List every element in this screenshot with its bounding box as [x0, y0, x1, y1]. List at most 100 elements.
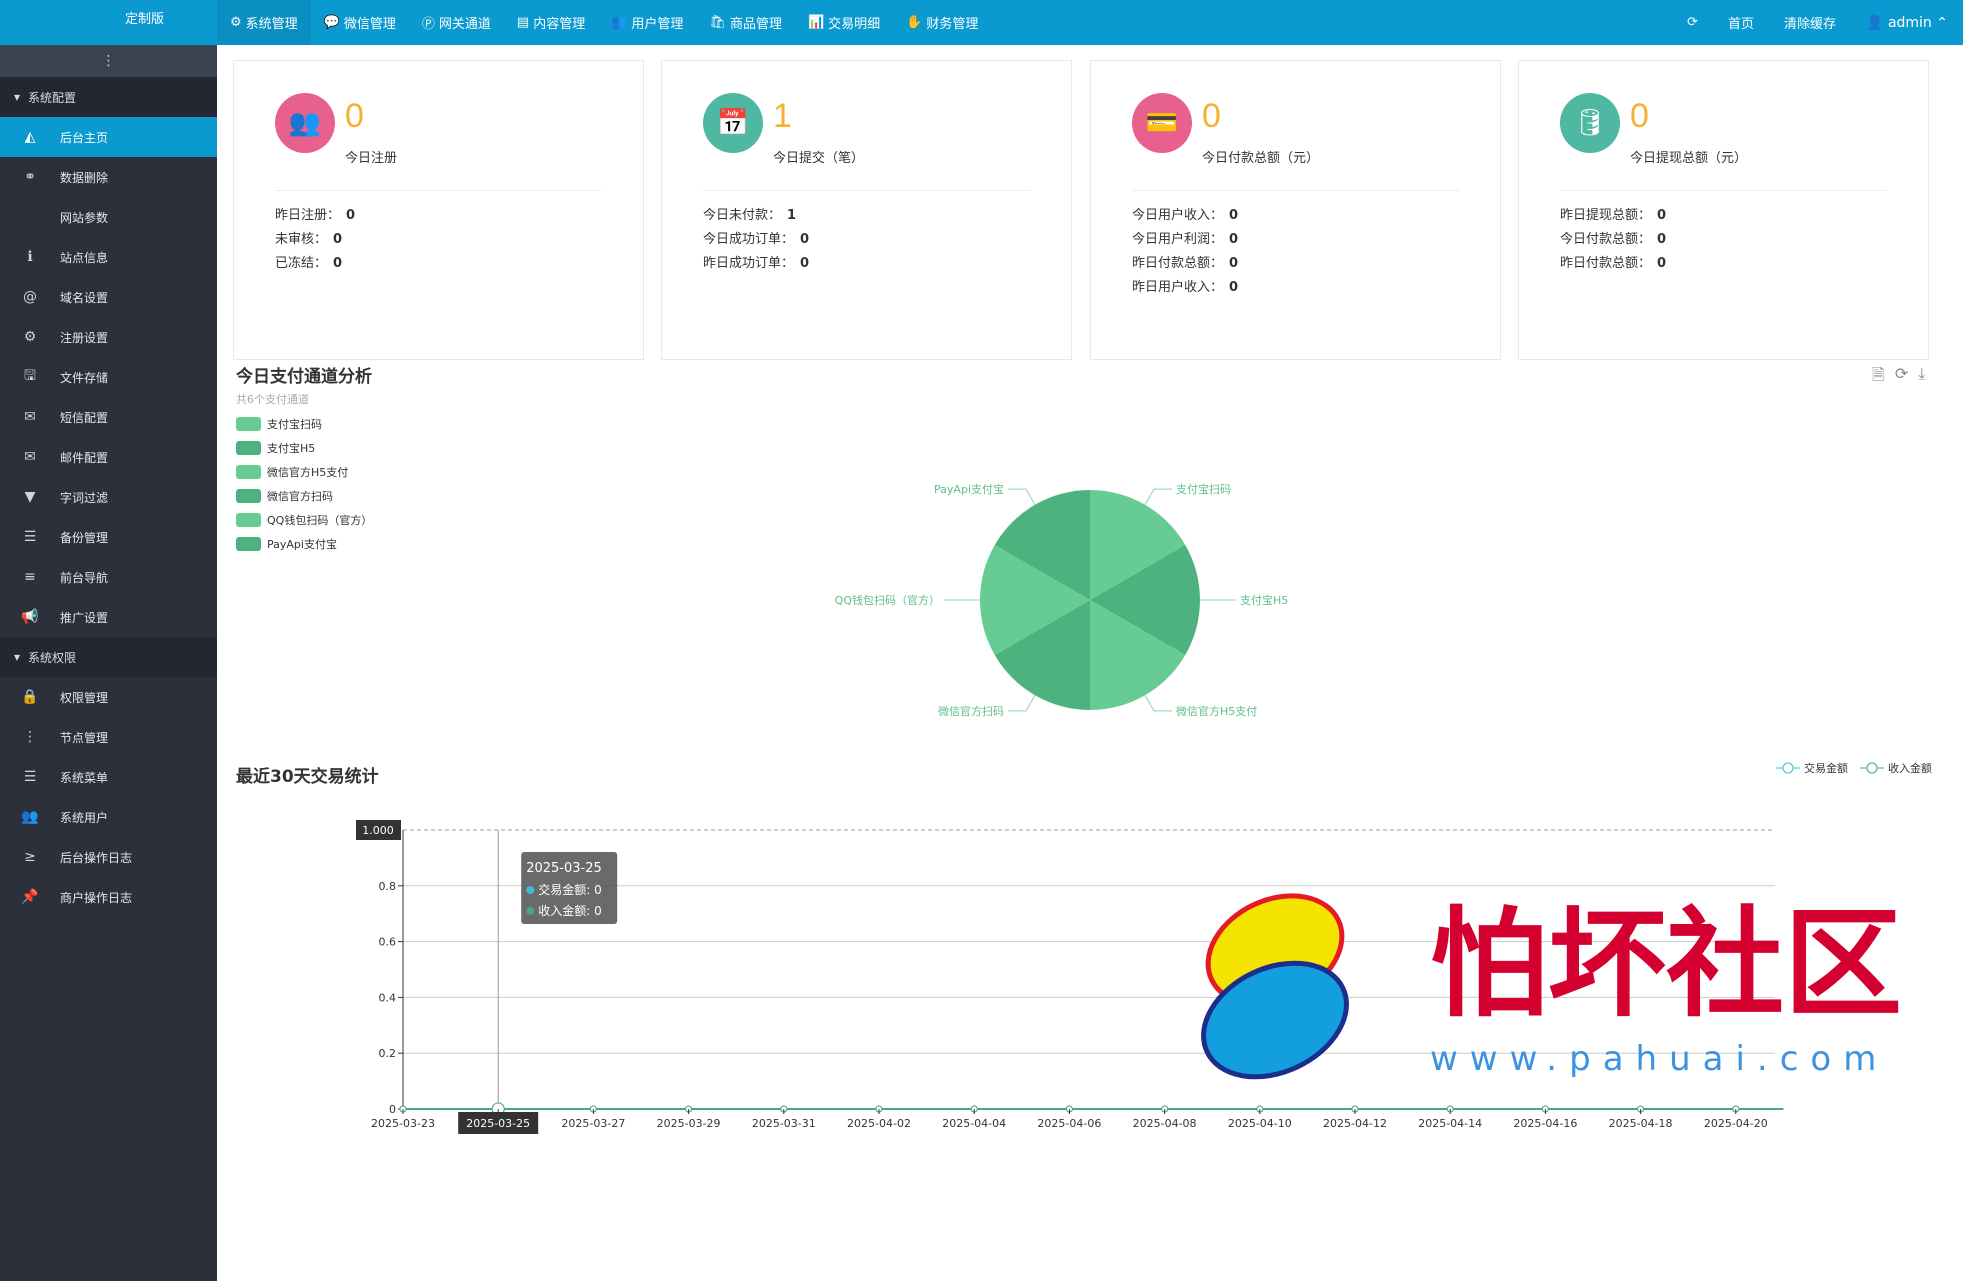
legend-swatch: [236, 489, 261, 503]
sidebar-item[interactable]: ✉ 邮件配置: [0, 437, 217, 477]
pin-icon: 📌: [21, 889, 39, 905]
pie-legend-item[interactable]: QQ钱包扫码（官方）: [236, 508, 372, 532]
pie-label-line: [1144, 488, 1172, 505]
nav-item-4[interactable]: 👥 用户管理: [598, 0, 696, 45]
sidebar-item-label: 站点信息: [60, 250, 109, 265]
x-tick-label: 2025-04-02: [847, 1117, 911, 1130]
sidebar-item[interactable]: @ 域名设置: [0, 277, 217, 317]
sidebar-item[interactable]: ☰ 系统菜单: [0, 757, 217, 797]
pie-slice[interactable]: [994, 490, 1090, 600]
sidebar-item[interactable]: ℹ 站点信息: [0, 237, 217, 277]
stat-row-value: 0: [800, 232, 810, 247]
pie-slice[interactable]: [980, 545, 1090, 655]
brand-logo[interactable]: 定制版: [0, 0, 217, 45]
pie-slice[interactable]: [1090, 545, 1200, 655]
pie-slice[interactable]: [994, 600, 1090, 710]
nav-item-label: 系统管理: [245, 17, 298, 32]
stat-row: 昨日提现总额： 0: [1560, 204, 1666, 228]
restore-icon[interactable]: ⟳: [1894, 364, 1909, 383]
stat-row-value: 0: [1229, 280, 1239, 295]
nav-item-0[interactable]: ⚙ 系统管理: [217, 0, 311, 45]
sidebar-item-label: 备份管理: [60, 530, 109, 545]
sidebar-item[interactable]: ☰ 备份管理: [0, 517, 217, 557]
sidebar-item-label: 注册设置: [60, 330, 109, 345]
clear-cache-link[interactable]: 清除缓存: [1784, 17, 1837, 32]
stat-row: 未审核： 0: [275, 228, 355, 252]
sidebar-item[interactable]: 👥 系统用户: [0, 797, 217, 837]
line-legend-item[interactable]: 收入金额: [1860, 760, 1932, 776]
sidebar-item[interactable]: ▼ 字词过滤: [0, 477, 217, 517]
database-icon: ☰: [23, 529, 37, 545]
legend-swatch: [236, 537, 261, 551]
refresh-icon[interactable]: ⟳: [1687, 15, 1699, 30]
nav-item-5[interactable]: 🛍 商品管理: [696, 0, 795, 45]
stat-row-label: 今日用户利润：: [1132, 232, 1224, 247]
sidebar-item[interactable]: ✉ 短信配置: [0, 397, 217, 437]
sidebar-item[interactable]: 网站参数: [0, 197, 217, 237]
stat-row-label: 今日成功订单：: [703, 232, 795, 247]
pie-legend-item[interactable]: PayApi支付宝: [236, 532, 372, 556]
y-tick-label: 0.8: [379, 880, 397, 893]
nav-item-3[interactable]: ▤ 内容管理: [504, 0, 598, 45]
stat-row: 昨日用户收入： 0: [1132, 276, 1238, 300]
sidebar-item[interactable]: ◭ 后台主页: [0, 117, 217, 157]
stat-row: 今日用户利润： 0: [1132, 228, 1238, 252]
sidebar-group[interactable]: ▾ 系统权限: [0, 637, 217, 677]
line-legend-item[interactable]: 交易金额: [1776, 760, 1848, 776]
stat-row-value: 1: [787, 208, 797, 223]
sidebar-group[interactable]: ▾ 系统配置: [0, 77, 217, 117]
sidebar: ⋮ ▾ 系统配置 ◭ 后台主页 ⚭ 数据删除 网站参数 ℹ 站点信息 @ 域名设置 ⚙ 注册设置 🖫 文件存…: [0, 45, 217, 1281]
home-link[interactable]: 首页: [1728, 17, 1755, 32]
envelope-icon: ✉: [24, 409, 36, 425]
pie-legend-item[interactable]: 支付宝H5: [236, 436, 372, 460]
nav-item-1[interactable]: 💬 微信管理: [311, 0, 409, 45]
pie-legend: 支付宝扫码 支付宝H5 微信官方H5支付微信官方扫码 QQ钱包扫码（官方） PayApi…: [236, 412, 372, 556]
sidebar-item-label: 系统用户: [60, 810, 109, 825]
x-tick-label: 2025-04-08: [1133, 1117, 1197, 1130]
divider: [1560, 190, 1887, 191]
sidebar-item[interactable]: ≥ 后台操作日志: [0, 837, 217, 877]
pie-slice[interactable]: [1090, 600, 1186, 710]
stat-row: 昨日成功订单： 0: [703, 252, 809, 276]
sidebar-item[interactable]: ⋮ 节点管理: [0, 717, 217, 757]
sidebar-item[interactable]: ⚙ 注册设置: [0, 317, 217, 357]
pie-slice[interactable]: [1090, 490, 1186, 600]
sidebar-group-label: 系统配置: [28, 90, 77, 105]
sidebar-item[interactable]: ⚭ 数据删除: [0, 157, 217, 197]
nav-item-6[interactable]: 📊 交易明细: [795, 0, 893, 45]
x-tick-label: 2025-04-12: [1323, 1117, 1387, 1130]
pie-legend-item[interactable]: 微信官方扫码: [236, 484, 372, 508]
watermark-text: 怕坏社区: [1430, 894, 1902, 1033]
ellipsis-v-icon: ⋮: [23, 729, 37, 745]
sidebar-item-label: 字词过滤: [60, 490, 109, 505]
sidebar-item[interactable]: 📌 商户操作日志: [0, 877, 217, 917]
legend-label: 微信官方H5支付: [267, 466, 349, 479]
nav-item-7[interactable]: ✋ 财务管理: [893, 0, 991, 45]
pie-label-line: [1008, 488, 1036, 505]
sidebar-item-label: 推广设置: [60, 610, 109, 625]
legend-label: PayApi支付宝: [267, 538, 337, 551]
sidebar-item[interactable]: 📢 推广设置: [0, 597, 217, 637]
data-view-icon[interactable]: 🗎: [1872, 365, 1885, 384]
save-image-icon[interactable]: ⤓: [1918, 364, 1926, 383]
stat-row-label: 昨日成功订单：: [703, 256, 795, 271]
user-menu[interactable]: 👤 admin ⌃: [1851, 15, 1963, 31]
x-tick-label: 2025-04-10: [1228, 1117, 1292, 1130]
legend-swatch: [236, 465, 261, 479]
sidebar-item-label: 权限管理: [60, 690, 109, 705]
bars-icon: ≡: [24, 569, 36, 585]
sidebar-toggle[interactable]: ⋮: [0, 45, 217, 77]
finance-icon: ✋: [906, 15, 923, 30]
pie-legend-item[interactable]: 微信官方H5支付: [236, 460, 372, 484]
y-tick-label: 0.6: [379, 936, 397, 949]
sidebar-item-label: 邮件配置: [60, 450, 109, 465]
sidebar-item[interactable]: 🖫 文件存储: [0, 357, 217, 397]
nav-item-2[interactable]: Ⓟ 网关通道: [409, 0, 504, 45]
sidebar-item[interactable]: ≡ 前台导航: [0, 557, 217, 597]
sidebar-item[interactable]: 🔒 权限管理: [0, 677, 217, 717]
sidebar-item-label: 后台操作日志: [60, 850, 133, 865]
nav-item-label: 内容管理: [533, 17, 586, 32]
link-icon: ⚭: [24, 169, 36, 185]
pie-legend-item[interactable]: 支付宝扫码: [236, 412, 372, 436]
